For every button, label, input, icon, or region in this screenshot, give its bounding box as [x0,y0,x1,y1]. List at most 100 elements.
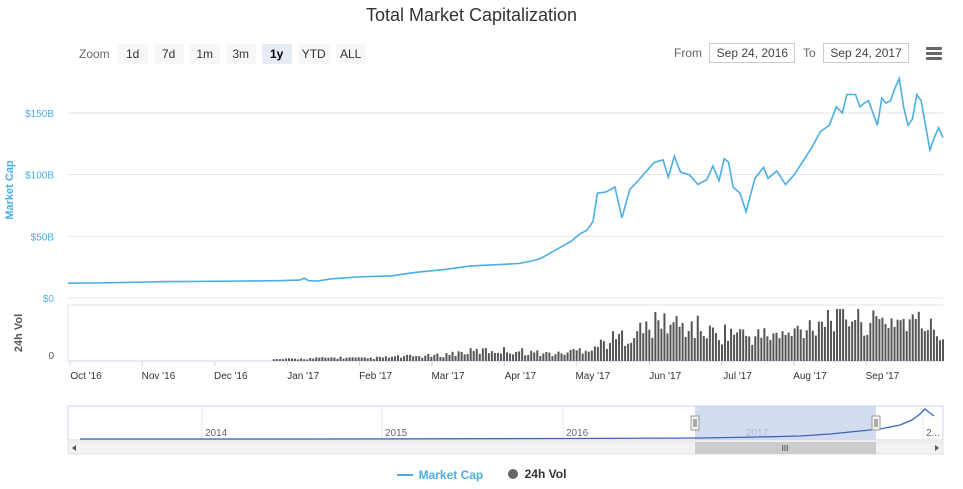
volume-bar [914,319,917,361]
volume-bar [887,328,890,361]
zoom-label: Zoom [79,47,110,61]
volume-bar [548,352,551,361]
volume-bar [799,329,802,361]
volume-bar [427,353,430,361]
volume-bar [693,338,696,361]
chart-title: Total Market Capitalization [365,5,578,25]
volume-bar [751,344,754,361]
volume-bar [345,357,348,361]
volume-bar [278,359,281,361]
volume-bar [527,355,530,361]
volume-bar [360,357,363,361]
volume-bar [624,345,627,361]
volume-bar [436,353,439,361]
legend-volume[interactable]: 24h Vol [507,467,566,481]
volume-bar [593,346,596,361]
volume-bar [518,351,521,361]
volume-bar [826,310,829,361]
volume-bar [702,335,705,361]
volume-bar [896,319,899,361]
volume-bar [627,343,630,361]
volume-bar [584,350,587,361]
volume-bar [863,335,866,361]
legend: Market Cap 24h Vol [0,467,963,483]
volume-bar [890,318,893,361]
volume-bar [717,340,720,361]
volume-bar [536,350,539,361]
y-tick-label: $50B [31,232,55,243]
vol-axis-title: 24h Vol [13,314,25,352]
volume-bar [775,332,778,361]
legend-market-cap[interactable]: Market Cap [396,468,483,482]
hamburger-icon[interactable] [926,47,942,61]
volume-bar [778,338,781,361]
volume-bar [678,326,681,361]
volume-bar [281,359,284,361]
volume-bar [639,322,642,361]
navigator[interactable]: 20142015201620172...III [67,405,944,455]
volume-bar [935,336,938,361]
volume-bar [705,338,708,361]
x-tick-label: Oct '16 [70,371,102,382]
volume-bar [787,332,790,361]
volume-bar [920,328,923,361]
volume-bar [291,358,294,361]
to-date-input[interactable]: Sep 24, 2017 [823,43,910,63]
volume-bar [324,357,327,361]
volume-bar [475,348,478,361]
x-tick-label: Aug '17 [793,371,827,382]
zoom-1y-button[interactable]: 1y [261,44,292,64]
volume-bar [502,347,505,361]
x-tick-label: May '17 [575,371,610,382]
volume-bar [742,329,745,361]
volume-bar [811,330,814,361]
volume-bar [578,348,581,361]
volume-bar [545,352,548,361]
volume-bar [745,335,748,361]
scrollbar-grip-icon: III [782,444,789,453]
zoom-ytd-button[interactable]: YTD [297,44,330,64]
volume-bar [817,321,820,361]
volume-bar [733,334,736,361]
volume-bar [330,357,333,361]
volume-bar [415,356,418,361]
volume-bar [554,354,557,361]
volume-bar [309,357,312,361]
navigator-line [80,408,935,440]
volume-bar [660,328,663,361]
zoom-3m-button[interactable]: 3m [225,44,256,64]
volume-bar [829,320,832,361]
zoom-1m-button[interactable]: 1m [189,44,220,64]
volume-bar [663,313,666,361]
zoom-1d-button[interactable]: 1d [117,44,148,64]
volume-bar [820,321,823,361]
volume-bar [696,315,699,361]
volume-bar [315,357,318,361]
volume-bar [493,352,496,361]
volume-bar [581,353,584,361]
volume-bar [675,316,678,361]
navigator-year-label: 2015 [385,428,408,439]
volume-bar [521,348,524,361]
zoom-all-button[interactable]: ALL [335,44,366,64]
volume-bar [566,352,569,361]
volume-bar [354,357,357,361]
volume-bar [618,333,621,361]
volume-bar [654,311,657,361]
from-date-input[interactable]: Sep 24, 2016 [709,43,796,63]
volume-bar [312,358,315,361]
volume-bars [272,309,944,361]
volume-bar [469,348,472,361]
zoom-7d-button[interactable]: 7d [153,44,184,64]
volume-bar [608,342,611,361]
volume-bar [621,330,624,361]
volume-bar [351,357,354,361]
dot-swatch-icon [507,469,518,479]
volume-bar [842,309,845,361]
volume-bar [339,356,342,361]
volume-bar [487,353,490,361]
volume-bar [932,329,935,361]
volume-bar [397,355,400,361]
volume-bar [851,321,854,361]
